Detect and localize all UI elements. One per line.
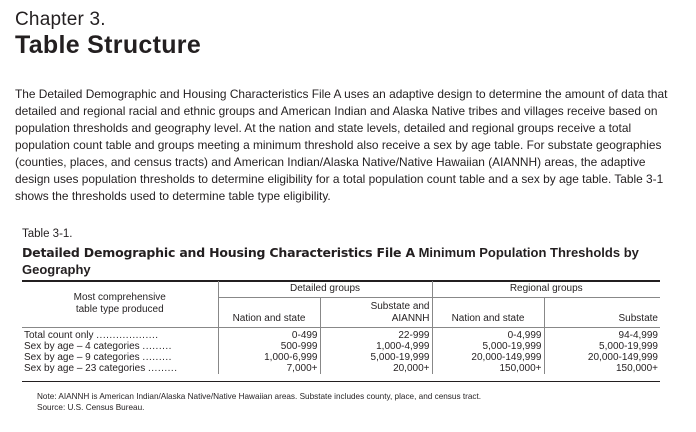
source-line: Source: U.S. Census Bureau. <box>37 402 145 412</box>
chapter-label: Chapter 3. <box>15 9 106 30</box>
cell-regional-nation: 150,000+ <box>431 363 544 375</box>
cell-detailed-nation: 1,000-6,999 <box>217 351 320 364</box>
stub-header-line2: table type produced <box>75 303 164 315</box>
table-row: Total count only ................... 0-4… <box>22 327 660 341</box>
table-title-strong: Detailed Demographic and Housing Charact… <box>22 245 415 260</box>
col-header-detailed-substate-line1: Substate and <box>370 300 430 312</box>
col-header-detailed-substate-line2: AIANNH <box>391 312 430 324</box>
table-note: Note: AIANNH is American Indian/Alaska N… <box>37 392 481 414</box>
note-line: Note: AIANNH is American Indian/Alaska N… <box>37 392 482 401</box>
cell-detailed-substate: 20,000+ <box>319 363 432 375</box>
table-title: Detailed Demographic and Housing Charact… <box>22 244 662 278</box>
cell-regional-substate: 5,000-19,999 <box>543 340 660 352</box>
row-label: Sex by age – 23 categories ......... <box>24 363 178 375</box>
col-header-regional-nation: Nation and state <box>431 297 544 328</box>
col-header-detailed-nation: Nation and state <box>217 297 320 328</box>
cell-regional-nation: 20,000-149,999 <box>431 351 544 364</box>
table-row: Sex by age – 4 categories ......... 500-… <box>22 340 660 352</box>
table-number: Table 3-1. <box>22 228 73 240</box>
row-label: Sex by age – 4 categories ......... <box>24 340 172 352</box>
cell-detailed-nation: 500-999 <box>217 340 320 352</box>
cell-regional-nation: 0-4,999 <box>431 327 544 341</box>
table-top-rule <box>22 280 660 282</box>
chapter-title: Table Structure <box>15 31 202 59</box>
group-header-detailed: Detailed groups <box>217 281 432 298</box>
cell-detailed-substate: 22-999 <box>319 327 432 341</box>
row-label: Sex by age – 9 categories ......... <box>24 351 172 363</box>
cell-regional-substate: 150,000+ <box>543 363 660 375</box>
cell-regional-substate: 20,000-149,999 <box>543 351 660 364</box>
table-bottom-rule <box>22 381 660 382</box>
cell-regional-substate: 94-4,999 <box>543 327 660 341</box>
col-header-regional-substate: Substate <box>543 297 660 328</box>
body-paragraph: The Detailed Demographic and Housing Cha… <box>15 87 668 203</box>
cell-detailed-nation: 7,000+ <box>217 363 320 375</box>
col-header-detailed-substate: Substate and AIANNH <box>319 297 432 328</box>
group-header-regional: Regional groups <box>431 281 660 298</box>
stub-header-line1: Most comprehensive <box>73 291 166 303</box>
table-row: Sex by age – 23 categories ......... 7,0… <box>22 363 660 375</box>
cell-detailed-substate: 5,000-19,999 <box>319 351 432 364</box>
table-title-rest: Minimum Population Thresholds by Geograp… <box>22 245 639 277</box>
row-label: Total count only ................... <box>24 329 159 341</box>
cell-regional-nation: 5,000-19,999 <box>431 340 544 352</box>
cell-detailed-nation: 0-499 <box>217 327 320 341</box>
cell-detailed-substate: 1,000-4,999 <box>319 340 432 352</box>
thresholds-table: Most comprehensive table type produced D… <box>22 281 660 375</box>
table-row: Sex by age – 9 categories ......... 1,00… <box>22 351 660 364</box>
stub-header: Most comprehensive table type produced <box>22 281 218 328</box>
